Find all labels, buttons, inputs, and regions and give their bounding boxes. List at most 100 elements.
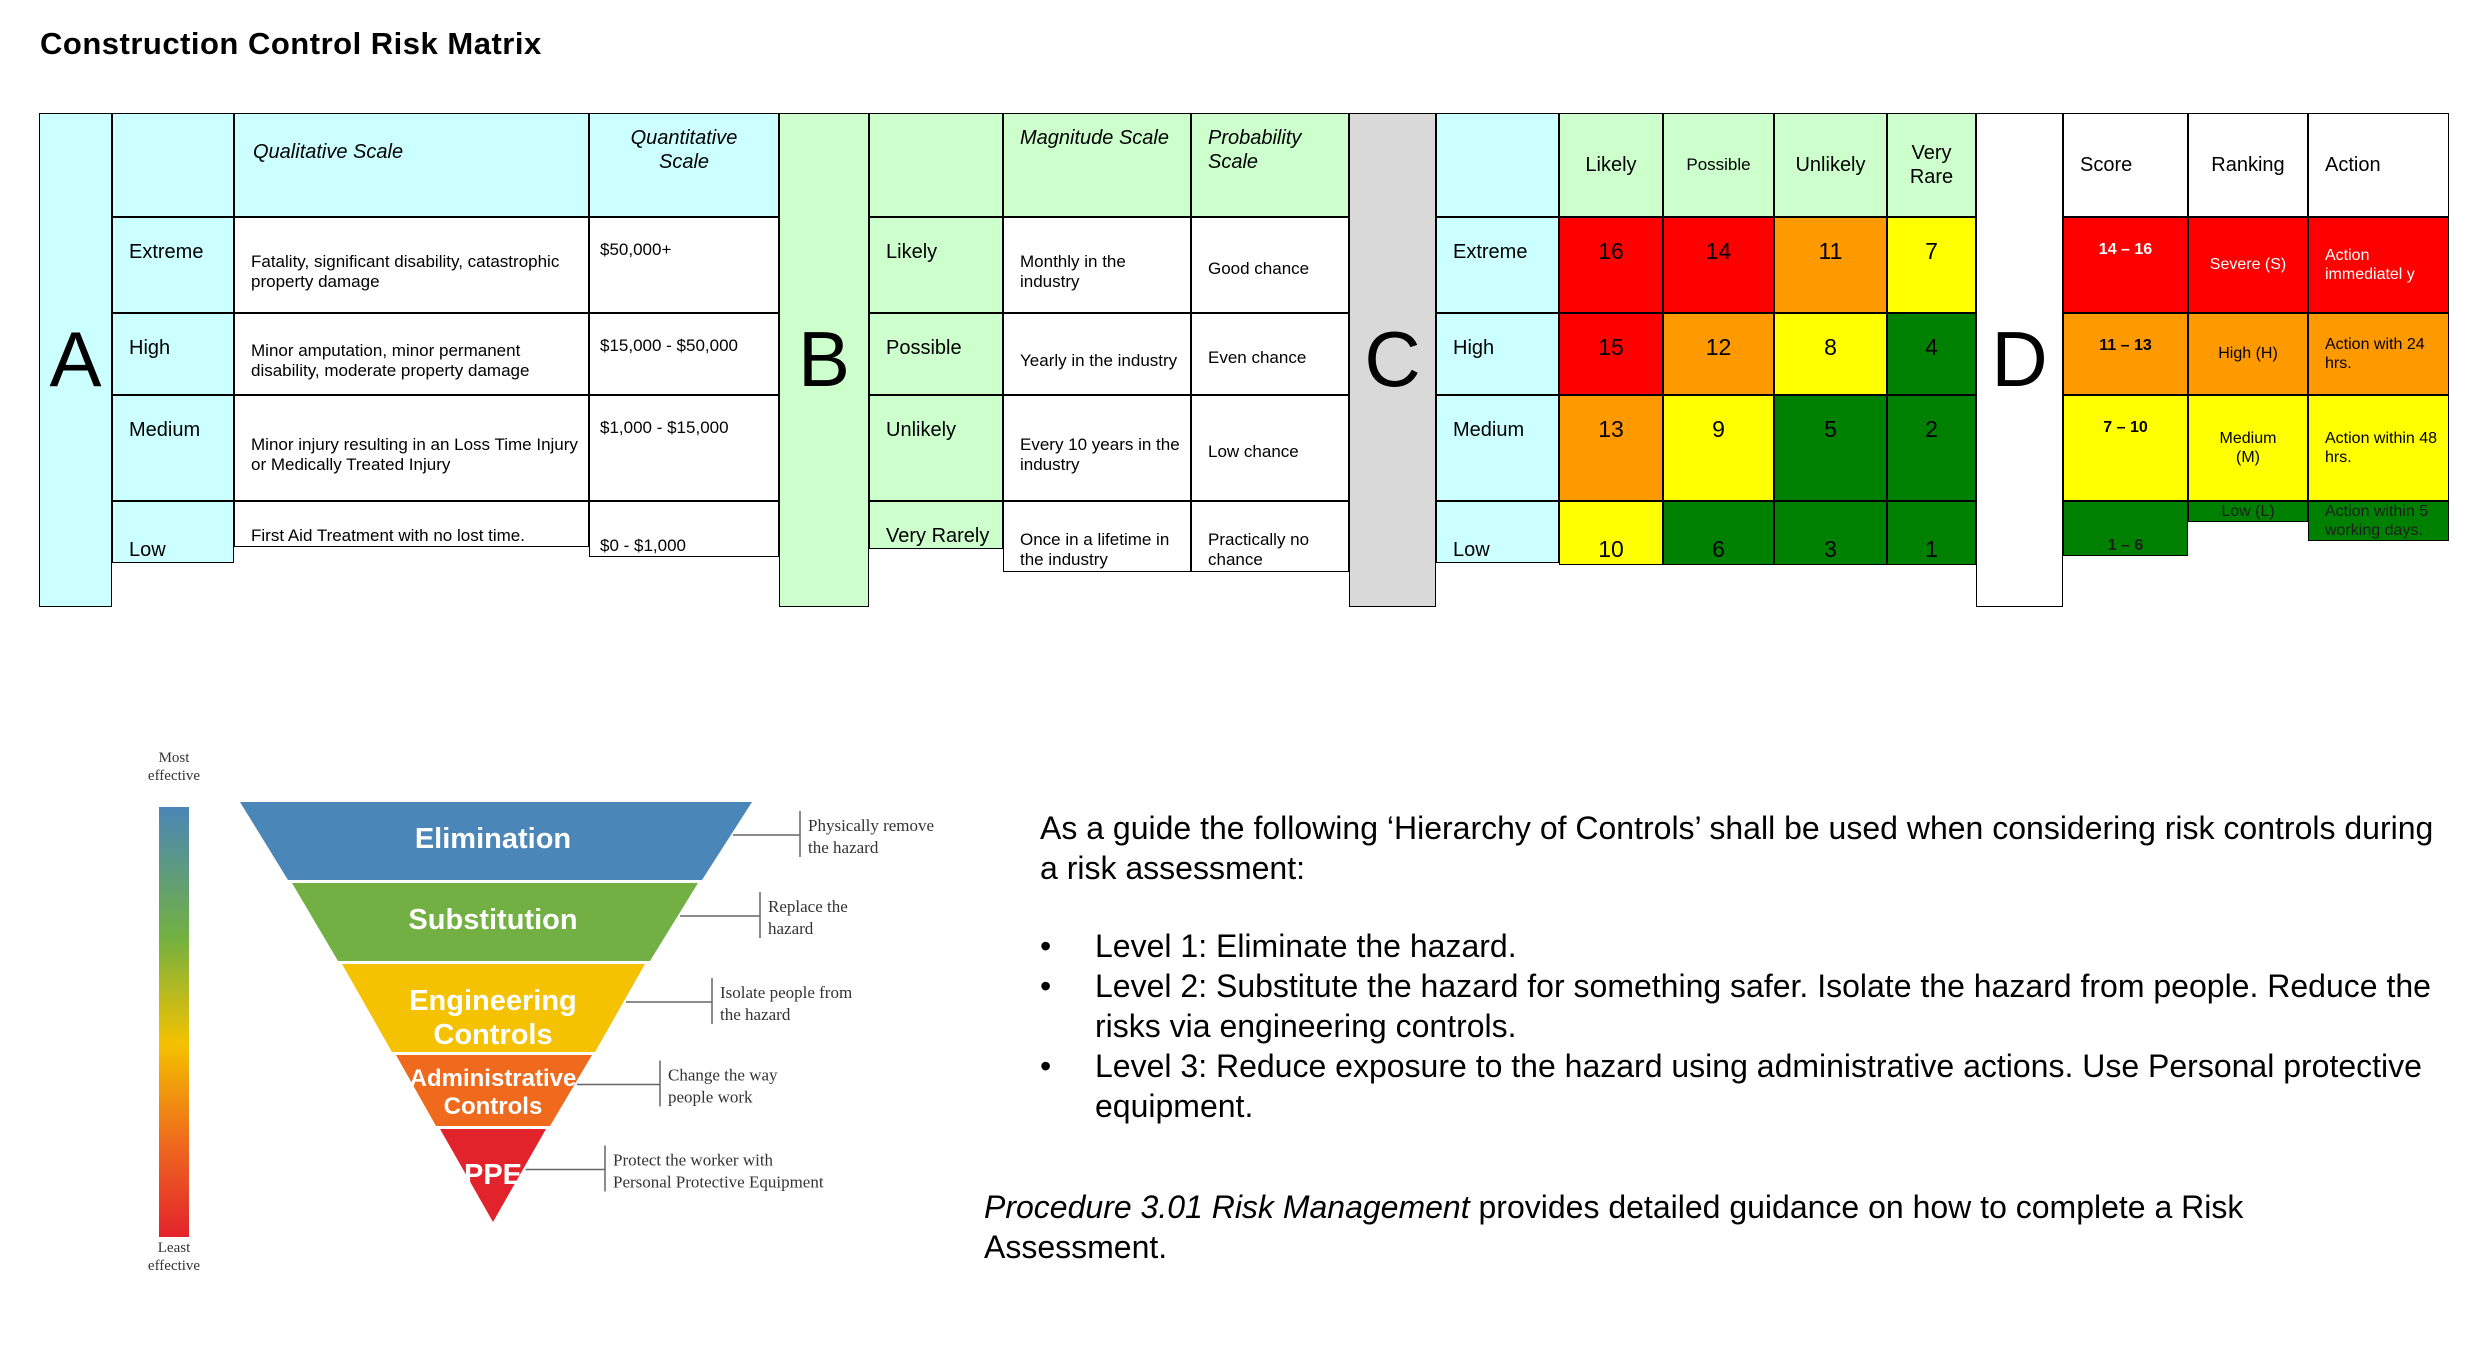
action-text: Action within 48 hrs. bbox=[2308, 395, 2449, 501]
matrix-column-header: Very Rare bbox=[1887, 113, 1976, 217]
action-text: Action within 5 working days. bbox=[2308, 501, 2449, 542]
risk-score-cell-text: 6 bbox=[1712, 536, 1725, 562]
qualitative-description-text: Fatality, significant disability, catast… bbox=[251, 251, 560, 291]
likelihood-label-text: Unlikely bbox=[886, 419, 957, 441]
section-c-letter-text: C bbox=[1364, 315, 1421, 404]
risk-score-cell: 8 bbox=[1774, 313, 1887, 395]
risk-score-cell: 9 bbox=[1663, 395, 1774, 501]
likelihood-label: Very Rarely bbox=[869, 501, 1003, 549]
action-text: Action with 24 hrs. bbox=[2308, 313, 2449, 395]
section-d-letter: D bbox=[1976, 113, 2063, 607]
risk-score-cell: 5 bbox=[1774, 395, 1887, 501]
magnitude-description-text: Monthly in the industry bbox=[1020, 251, 1126, 291]
likelihood-label-text: Likely bbox=[886, 241, 938, 263]
header-probability-scale: Probability Scale bbox=[1191, 113, 1349, 217]
page-title: Construction Control Risk Matrix bbox=[40, 26, 542, 61]
ranking-label-text: Medium (M) bbox=[2219, 429, 2277, 466]
qualitative-description: Minor amputation, minor permanent disabi… bbox=[234, 313, 589, 395]
magnitude-description: Every 10 years in the industry bbox=[1003, 395, 1191, 501]
risk-score-cell-text: 7 bbox=[1925, 238, 1938, 264]
pyramid-level-note: Isolate people from the hazard bbox=[720, 983, 852, 1024]
qualitative-description: Minor injury resulting in an Loss Time I… bbox=[234, 395, 589, 501]
score-range: 7 – 10 bbox=[2063, 395, 2188, 501]
quantitative-value-text: $50,000+ bbox=[600, 240, 672, 259]
likelihood-label: Likely bbox=[869, 217, 1003, 313]
consequence-label: Medium bbox=[112, 395, 234, 501]
pyramid-level-label: Administrative Controls bbox=[410, 1065, 577, 1120]
likelihood-label: Possible bbox=[869, 313, 1003, 395]
quantitative-value: $15,000 - $50,000 bbox=[589, 313, 779, 395]
severity-label: Medium bbox=[1436, 395, 1559, 501]
severity-label-text: High bbox=[1453, 337, 1495, 359]
guide-bullet-list: Level 1: Eliminate the hazard. Level 2: … bbox=[1040, 926, 2440, 1126]
effectiveness-gradient-bar bbox=[159, 807, 189, 1237]
magnitude-description-text: Every 10 years in the industry bbox=[1020, 434, 1180, 474]
action-text-text: Action within 5 working days. bbox=[2325, 503, 2429, 540]
risk-score-cell: 6 bbox=[1663, 501, 1774, 565]
pyramid-level-note: Change the way people work bbox=[668, 1066, 778, 1107]
quantitative-value-text: $1,000 - $15,000 bbox=[600, 418, 729, 437]
ranking-label: Severe (S) bbox=[2188, 217, 2308, 313]
pyramid-level-note: Replace the hazard bbox=[768, 897, 848, 938]
severity-label: High bbox=[1436, 313, 1559, 395]
likelihood-label-text: Possible bbox=[886, 337, 962, 359]
qualitative-description: Fatality, significant disability, catast… bbox=[234, 217, 589, 313]
header-action: Action bbox=[2308, 113, 2449, 217]
pyramid-level-label: Engineering Controls bbox=[409, 985, 577, 1051]
pyramid-level-1 bbox=[240, 802, 752, 880]
consequence-label-text: Medium bbox=[129, 419, 201, 441]
severity-label: Extreme bbox=[1436, 217, 1559, 313]
severity-label-text: Extreme bbox=[1453, 241, 1528, 263]
procedure-name: Procedure 3.01 Risk Management bbox=[984, 1189, 1470, 1225]
risk-score-cell-text: 4 bbox=[1925, 334, 1938, 360]
risk-score-cell: 7 bbox=[1887, 217, 1976, 313]
risk-score-cell: 11 bbox=[1774, 217, 1887, 313]
guide-intro: As a guide the following ‘Hierarchy of C… bbox=[1040, 810, 2434, 886]
risk-score-cell: 1 bbox=[1887, 501, 1976, 565]
quantitative-value-text: $0 - $1,000 bbox=[600, 536, 687, 555]
magnitude-description: Monthly in the industry bbox=[1003, 217, 1191, 313]
probability-description: Good chance bbox=[1191, 217, 1349, 313]
action-text-text: Action immediatel y bbox=[2325, 246, 2415, 283]
ranking-label-text: High (H) bbox=[2218, 345, 2278, 363]
risk-score-cell-text: 9 bbox=[1712, 416, 1725, 442]
section-b-blank-header bbox=[869, 113, 1003, 217]
guide-bullet-level-1: Level 1: Eliminate the hazard. bbox=[1040, 926, 2440, 966]
consequence-label-text: High bbox=[129, 337, 171, 359]
risk-score-cell-text: 2 bbox=[1925, 416, 1938, 442]
consequence-label: Low bbox=[112, 501, 234, 563]
header-ranking-text: Ranking bbox=[2211, 154, 2285, 176]
score-range-text: 11 – 13 bbox=[2099, 337, 2152, 354]
pyramid-level-label: Elimination bbox=[415, 823, 571, 855]
pyramid-level-note: Physically remove the hazard bbox=[808, 816, 934, 857]
matrix-column-header: Possible bbox=[1663, 113, 1774, 217]
magnitude-description-text: Yearly in the industry bbox=[1020, 350, 1178, 370]
ranking-label-text: Low (L) bbox=[2221, 503, 2275, 520]
header-quantitative-scale-text: Quantitative Scale bbox=[630, 127, 738, 173]
matrix-column-header-text: Unlikely bbox=[1795, 154, 1866, 176]
risk-score-cell: 3 bbox=[1774, 501, 1887, 565]
risk-score-cell-text: 11 bbox=[1818, 238, 1843, 264]
guide-bullet-level-3: Level 3: Reduce exposure to the hazard u… bbox=[1040, 1046, 2440, 1126]
header-magnitude-scale: Magnitude Scale bbox=[1003, 113, 1191, 217]
probability-description-text: Even chance bbox=[1208, 347, 1307, 367]
risk-score-cell: 16 bbox=[1559, 217, 1663, 313]
action-text-text: Action with 24 hrs. bbox=[2325, 335, 2425, 372]
section-c-blank-header bbox=[1436, 113, 1559, 217]
header-qualitative-scale: Qualitative Scale bbox=[234, 113, 589, 217]
risk-score-cell: 12 bbox=[1663, 313, 1774, 395]
action-text-text: Action within 48 hrs. bbox=[2325, 429, 2438, 466]
most-effective-label: Most effective bbox=[148, 752, 201, 784]
risk-score-cell-text: 13 bbox=[1598, 416, 1624, 442]
consequence-label: Extreme bbox=[112, 217, 234, 313]
pyramid-level-2 bbox=[292, 883, 698, 961]
header-magnitude-scale-text: Magnitude Scale bbox=[1020, 127, 1169, 149]
risk-score-cell-text: 1 bbox=[1925, 536, 1938, 562]
risk-score-cell-text: 5 bbox=[1824, 416, 1837, 442]
matrix-column-header-text: Possible bbox=[1686, 154, 1751, 174]
probability-description: Practically no chance bbox=[1191, 501, 1349, 572]
magnitude-description: Once in a lifetime in the industry bbox=[1003, 501, 1191, 572]
header-action-text: Action bbox=[2325, 154, 2381, 176]
hierarchy-of-controls-pyramid: Most effective Least effective Elimination… bbox=[140, 752, 980, 1292]
header-score: Score bbox=[2063, 113, 2188, 217]
